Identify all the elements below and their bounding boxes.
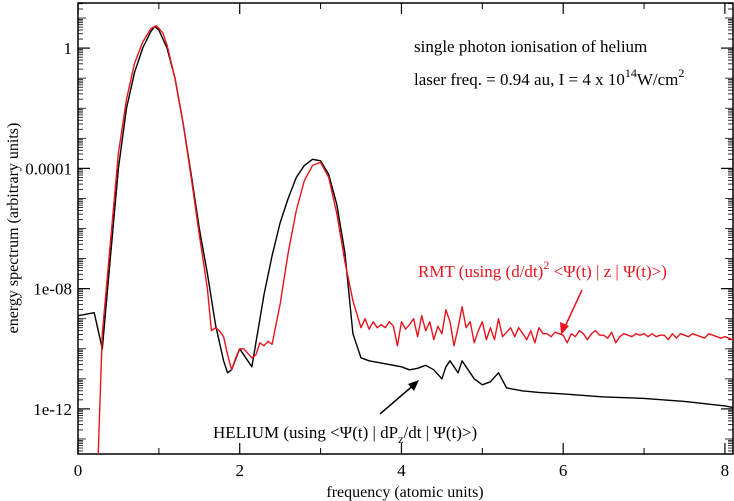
- x-tick-label: 0: [74, 461, 83, 480]
- x-tick-label: 4: [397, 461, 406, 480]
- annotation-title: single photon ionisation of helium: [414, 37, 647, 56]
- y-tick-label: 1e-08: [33, 280, 72, 299]
- y-tick-label: 0.0001: [25, 159, 72, 178]
- y-tick-label: 1e-12: [33, 400, 72, 419]
- helium-series-label: HELIUM (using <Ψ(t) | dPz/dt | Ψ(t)>): [213, 423, 477, 446]
- rmt-series-label: RMT (using (d/dt)2 <Ψ(t) | z | Ψ(t)>): [418, 258, 667, 281]
- y-axis: 1 0.0001 1e-08 1e-12: [25, 39, 733, 419]
- annotation-laser: laser freq. = 0.94 au, I = 4 x 1014W/cm2: [414, 66, 684, 89]
- helium-label-pre: HELIUM (using <Ψ(t) | dP: [213, 423, 398, 442]
- y-tick-label: 1: [64, 39, 73, 58]
- helium-arrow: [379, 380, 419, 415]
- series-line-helium: [77, 25, 734, 409]
- annotation-laser-unit: W/cm: [637, 70, 679, 89]
- annotation-laser-exp2: 2: [678, 66, 684, 80]
- helium-label-sub: z: [398, 432, 403, 446]
- x-tick-label: 2: [235, 461, 244, 480]
- helium-label-post: /dt | Ψ(t)>): [403, 423, 477, 442]
- rmt-arrow: [560, 289, 583, 335]
- y-axis-label: energy spectrum (arbitrary units): [5, 123, 22, 334]
- rmt-label-post: <Ψ(t) | z | Ψ(t)>): [549, 262, 667, 281]
- series-layer: [77, 24, 734, 455]
- x-minor-ticks: [158, 3, 645, 454]
- series-line-rmt: [97, 24, 734, 455]
- annotation-laser-pre: laser freq. = 0.94 au, I = 4 x 10: [414, 70, 625, 89]
- x-axis-label: frequency (atomic units): [326, 484, 483, 501]
- plot-frame: [77, 2, 734, 455]
- rmt-label-sup: 2: [543, 258, 549, 272]
- x-axis: 0 2 4 6 8: [74, 3, 729, 480]
- x-tick-label: 8: [721, 461, 730, 480]
- y-minor-ticks: [78, 3, 733, 452]
- x-tick-label: 6: [559, 461, 568, 480]
- annotation-laser-exp: 14: [625, 66, 637, 80]
- rmt-label-pre: RMT (using (d/dt): [418, 262, 543, 281]
